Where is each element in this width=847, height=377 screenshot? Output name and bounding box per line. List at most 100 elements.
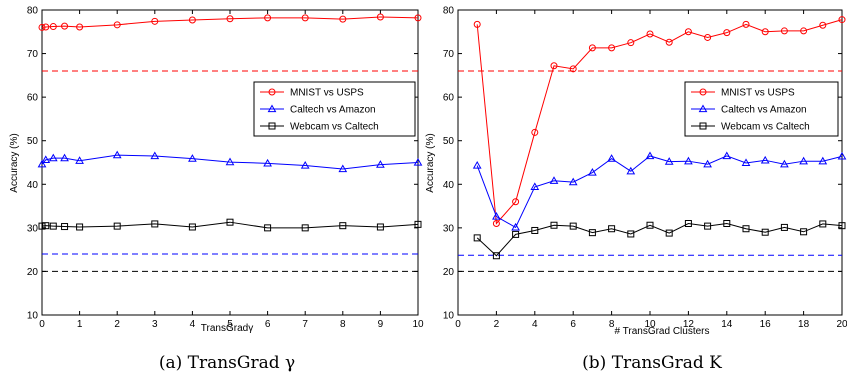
data-point bbox=[780, 27, 788, 35]
data-point bbox=[761, 228, 769, 236]
data-point bbox=[568, 177, 578, 186]
data-point bbox=[226, 15, 234, 23]
x-tick-label: 0 bbox=[39, 319, 45, 330]
legend-marker bbox=[268, 88, 276, 96]
legend-entry: Caltech vs Amazon bbox=[721, 105, 807, 116]
data-point bbox=[48, 153, 58, 162]
data-point bbox=[492, 252, 500, 260]
data-point bbox=[723, 29, 731, 37]
data-point bbox=[646, 221, 654, 229]
data-point bbox=[113, 222, 121, 230]
data-point bbox=[646, 30, 654, 38]
y-tick-label: 30 bbox=[443, 223, 455, 234]
x-tick-label: 10 bbox=[412, 319, 424, 330]
data-point bbox=[300, 161, 310, 169]
y-axis-label-b: Accuracy (%) bbox=[425, 133, 436, 192]
data-point bbox=[75, 156, 84, 164]
data-point bbox=[608, 44, 616, 52]
data-point bbox=[263, 158, 272, 167]
data-point bbox=[151, 220, 159, 228]
x-tick-label: 14 bbox=[721, 319, 733, 330]
data-point bbox=[742, 20, 750, 28]
data-point bbox=[780, 223, 788, 231]
x-tick-label: 9 bbox=[378, 319, 384, 330]
data-point bbox=[799, 156, 808, 165]
legend-marker bbox=[268, 122, 276, 130]
data-point bbox=[837, 151, 847, 160]
data-point bbox=[151, 17, 159, 25]
chart-panel-a: 0 1 2 3 4 5 6 7 8 9 10 10 20 30 40 50 60 70 80 MNIST vs USP… bbox=[9, 6, 424, 374]
data-point bbox=[665, 229, 673, 237]
data-point bbox=[588, 168, 597, 176]
data-point bbox=[376, 160, 385, 168]
x-tick-label: 2 bbox=[494, 319, 500, 330]
data-point bbox=[339, 15, 347, 23]
x-tick-label: 10 bbox=[644, 319, 656, 330]
x-tick-label: 0 bbox=[455, 319, 461, 330]
data-point bbox=[664, 157, 674, 165]
data-point bbox=[531, 226, 539, 234]
data-point bbox=[413, 157, 423, 166]
plot-area-b bbox=[457, 9, 843, 316]
data-point bbox=[684, 220, 692, 227]
y-tick-label: 50 bbox=[443, 136, 455, 147]
data-point bbox=[838, 222, 846, 230]
data-point bbox=[511, 222, 520, 231]
y-tick-label: 80 bbox=[27, 6, 39, 17]
x-tick-label: 3 bbox=[152, 319, 158, 330]
y-tick-label: 60 bbox=[27, 93, 39, 104]
legend-entry: Caltech vs Amazon bbox=[290, 105, 376, 116]
legend-entry: Webcam vs Caltech bbox=[290, 122, 379, 133]
y-tick-label: 20 bbox=[443, 267, 455, 278]
data-point bbox=[339, 222, 347, 230]
data-point bbox=[60, 153, 69, 162]
legend-marker bbox=[698, 104, 708, 113]
data-point bbox=[550, 221, 558, 229]
data-point bbox=[608, 225, 616, 233]
x-tick-label: 7 bbox=[302, 319, 308, 330]
data-point bbox=[722, 151, 732, 160]
data-point bbox=[76, 223, 84, 231]
data-point bbox=[607, 154, 616, 162]
data-point bbox=[226, 218, 234, 226]
x-axis-label-b: # TransGrad Clusters bbox=[614, 326, 709, 337]
series-line-2 bbox=[476, 155, 843, 229]
data-point bbox=[760, 155, 770, 164]
y-tick-label: 70 bbox=[443, 49, 455, 60]
chart-panel-b: 0 2 4 6 8 10 12 14 16 18 20 10 20 30 40 50 60 70 80 MNIST v… bbox=[425, 6, 847, 374]
x-tick-label: 6 bbox=[570, 319, 576, 330]
data-point bbox=[492, 212, 501, 220]
x-axis-label-a: TransGradγ bbox=[201, 323, 253, 334]
caption-a: (a) TransGrad γ bbox=[159, 353, 295, 373]
data-point bbox=[113, 21, 121, 29]
data-point bbox=[264, 224, 272, 232]
y-tick-label: 40 bbox=[27, 180, 39, 191]
data-point bbox=[588, 229, 596, 237]
y-tick-label: 60 bbox=[443, 93, 455, 104]
y-tick-label: 20 bbox=[27, 267, 39, 278]
y-tick-label: 10 bbox=[27, 311, 39, 322]
x-tick-label: 1 bbox=[77, 319, 83, 330]
x-tick-label: 6 bbox=[265, 319, 271, 330]
x-tick-label: 5 bbox=[227, 319, 233, 330]
data-point bbox=[38, 222, 46, 230]
x-tick-label: 4 bbox=[532, 319, 538, 330]
data-point bbox=[376, 223, 384, 231]
data-point bbox=[684, 156, 693, 165]
legend-marker bbox=[699, 88, 707, 96]
y-tick-label: 10 bbox=[443, 311, 455, 322]
data-point bbox=[627, 39, 635, 47]
data-point bbox=[703, 159, 712, 168]
data-point bbox=[473, 20, 481, 28]
y-tick-label: 80 bbox=[443, 6, 455, 17]
data-point bbox=[42, 222, 50, 230]
data-point bbox=[188, 154, 197, 162]
data-point bbox=[819, 21, 827, 29]
data-point bbox=[49, 23, 57, 31]
data-point bbox=[338, 164, 348, 173]
series-line-3 bbox=[41, 221, 419, 229]
y-axis-label-a: Accuracy (%) bbox=[9, 133, 20, 192]
data-point bbox=[61, 223, 69, 231]
x-tick-label: 8 bbox=[340, 319, 346, 330]
